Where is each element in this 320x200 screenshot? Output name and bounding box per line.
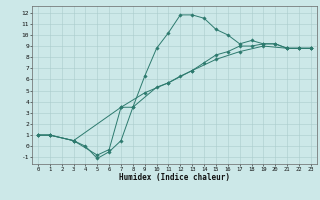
X-axis label: Humidex (Indice chaleur): Humidex (Indice chaleur) <box>119 173 230 182</box>
